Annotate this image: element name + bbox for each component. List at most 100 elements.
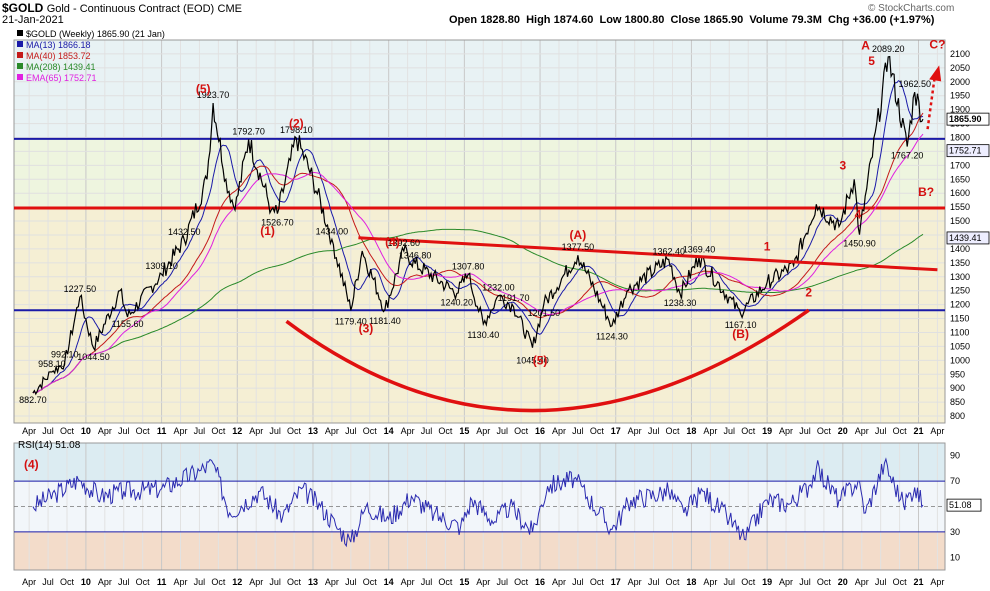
price-label: 1238.30 <box>664 298 697 308</box>
y-tick-label: 2050 <box>950 63 970 73</box>
close-value: 1865.90 <box>703 14 744 26</box>
x-tick-label: Jul <box>194 426 206 436</box>
legend-swatch <box>17 41 23 47</box>
rsi-x-tick-label: Jul <box>118 577 130 587</box>
rsi-x-tick-label: Oct <box>211 577 226 587</box>
rsi-x-tick-label: 15 <box>459 577 469 587</box>
x-tick-label: Apr <box>98 426 112 436</box>
price-label: 1392.60 <box>388 238 421 248</box>
rsi-x-tick-label: Apr <box>325 577 339 587</box>
rsi-x-tick-label: 14 <box>384 577 394 587</box>
rsi-x-tick-label: Oct <box>666 577 681 587</box>
legend-swatch <box>17 74 23 80</box>
x-tick-label: Jul <box>42 426 54 436</box>
price-label: 1369.40 <box>683 244 716 254</box>
legend-item: EMA(65) 1752.71 <box>26 73 97 83</box>
series-ma13 <box>32 80 924 394</box>
wave-label: (A) <box>570 228 587 242</box>
wave-label: (2) <box>289 117 304 131</box>
rsi-x-tick-label: 18 <box>686 577 696 587</box>
wave-label: 2 <box>805 285 812 299</box>
legend-swatch <box>17 63 23 69</box>
x-tick-label: Jul <box>118 426 130 436</box>
x-tick-label: Apr <box>174 426 188 436</box>
change-value: +36.00 (+1.97%) <box>852 14 935 26</box>
rsi-last-tag-label: 51.08 <box>949 500 972 510</box>
x-tick-label: 11 <box>157 426 167 436</box>
wave-label: (B) <box>732 327 749 341</box>
y-tick-label: 1050 <box>950 341 970 351</box>
price-label: 882.70 <box>19 395 47 405</box>
y-tick-label: 900 <box>950 383 965 393</box>
price-label: 1346.80 <box>399 251 432 261</box>
rsi-x-tick-label: 19 <box>762 577 772 587</box>
x-tick-label: Oct <box>514 426 529 436</box>
rsi-x-tick-label: 20 <box>838 577 848 587</box>
trendline <box>358 236 938 272</box>
y-tick-label: 1550 <box>950 202 970 212</box>
price-label: 1962.50 <box>898 79 931 89</box>
x-tick-label: Oct <box>741 426 756 436</box>
right-axis-tag-label: 1439.41 <box>949 233 982 243</box>
price-label: 1923.70 <box>197 90 230 100</box>
legend-item: MA(40) 1853.72 <box>26 51 91 61</box>
right-axis-tag-0: 1865.90 <box>946 112 990 126</box>
background-band-0 <box>14 40 945 139</box>
right-axis-tag-label: 1865.90 <box>949 114 982 124</box>
price-label: 1309.10 <box>145 261 178 271</box>
legend-item: MA(13) 1866.18 <box>26 40 91 50</box>
rsi-x-tick-label: Jul <box>42 577 54 587</box>
right-axis-tag-box <box>946 231 990 245</box>
chart-date: 21-Jan-2021 <box>2 14 64 26</box>
rsi-x-tick-label: Oct <box>893 577 908 587</box>
y-tick-label: 1000 <box>950 355 970 365</box>
y-tick-label: 1600 <box>950 188 970 198</box>
rsi-x-tick-label: Oct <box>438 577 453 587</box>
price-label: 1155.60 <box>112 319 144 329</box>
rsi-x-tick-label: Oct <box>741 577 756 587</box>
price-label: 1167.10 <box>725 320 757 330</box>
x-tick-label: Jul <box>269 426 281 436</box>
price-label: 1307.80 <box>452 262 485 272</box>
x-tick-label: Jul <box>572 426 584 436</box>
right-axis-tag-label: 1752.71 <box>949 146 982 156</box>
right-axis-tag-2: 1439.41 <box>946 231 990 245</box>
price-label: 1792.70 <box>232 127 265 137</box>
x-tick-label: Jul <box>648 426 660 436</box>
contract-description: Gold - Continuous Contract (EOD) <box>46 3 215 15</box>
rsi-x-tick-label: Apr <box>401 577 415 587</box>
x-tick-label: 21 <box>914 426 924 436</box>
x-tick-label: Jul <box>421 426 433 436</box>
x-tick-label: 10 <box>81 426 91 436</box>
wave-label: 3 <box>839 159 846 173</box>
wave-label: (5) <box>533 354 548 368</box>
wave-label: C? <box>929 37 945 51</box>
x-tick-label: Oct <box>363 426 378 436</box>
price-label: 1377.50 <box>562 242 595 252</box>
right-axis-tag-1: 1752.71 <box>946 144 990 158</box>
rsi-x-tick-label: Jul <box>194 577 206 587</box>
rsi-x-tick-label: Jul <box>875 577 887 587</box>
rsi-wave-label: (4) <box>24 457 39 471</box>
price-label: 2089.20 <box>872 44 905 54</box>
rsi-x-tick-label: 12 <box>232 577 242 587</box>
x-tick-label: Apr <box>476 426 490 436</box>
x-tick-label: Apr <box>930 426 944 436</box>
wave-label: A <box>861 39 870 53</box>
rsi-x-tick-label: Jul <box>345 577 357 587</box>
y-tick-label: 1300 <box>950 272 970 282</box>
price-label: 1240.20 <box>441 297 474 307</box>
y-tick-label: 1400 <box>950 244 970 254</box>
rsi-x-tick-label: Jul <box>269 577 281 587</box>
wave-label: (1) <box>260 224 275 238</box>
rsi-x-tick-label: Oct <box>590 577 605 587</box>
y-tick-label: 2100 <box>950 49 970 59</box>
price-label: 1362.40 <box>652 246 685 256</box>
rsi-x-tick-label: Apr <box>249 577 263 587</box>
rsi-x-tick-label: Oct <box>60 577 75 587</box>
price-panel-frame <box>13 39 946 424</box>
legend-item: $GOLD (Weekly) 1865.90 (21 Jan) <box>26 29 165 39</box>
x-tick-label: Oct <box>60 426 75 436</box>
y-tick-label: 1100 <box>950 327 969 337</box>
y-tick-label: 1700 <box>950 160 970 170</box>
